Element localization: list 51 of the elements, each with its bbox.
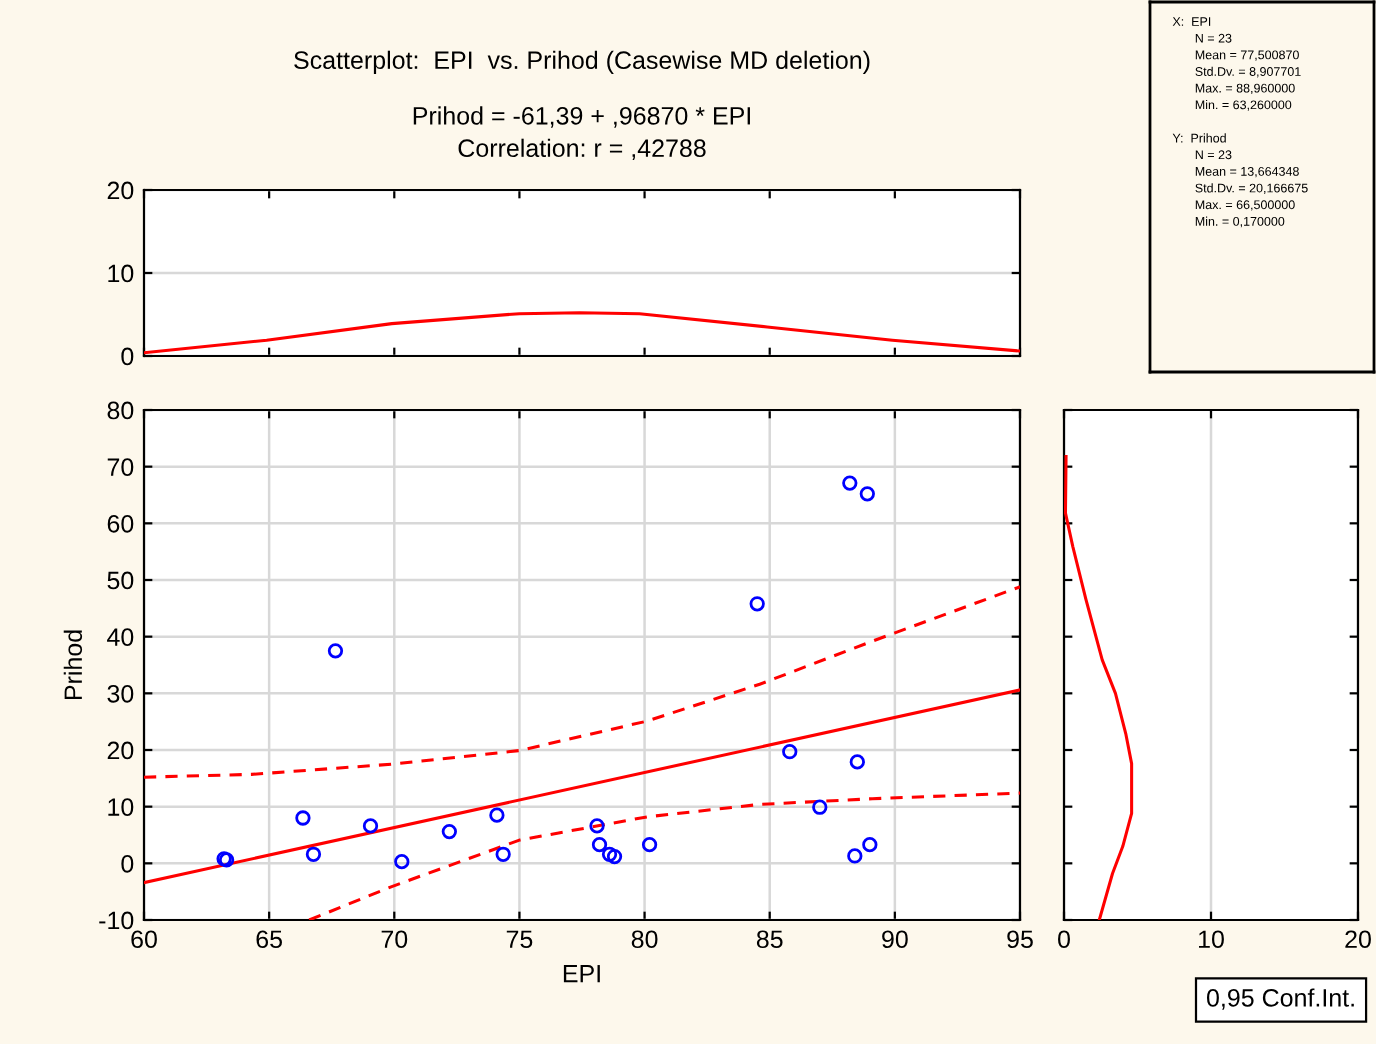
y-tick-label: 20 bbox=[107, 741, 134, 760]
y-tick-label: 60 bbox=[107, 514, 134, 533]
y-tick-label: -10 bbox=[99, 911, 134, 930]
point bbox=[842, 475, 858, 491]
point bbox=[394, 853, 410, 870]
point bbox=[859, 486, 875, 502]
x-tick-label: 75 bbox=[506, 930, 533, 949]
x-tick-label: 10 bbox=[1199, 930, 1224, 949]
x-tick-label: 0 bbox=[1058, 930, 1070, 949]
text: 0,95 Conf.Int. bbox=[1206, 988, 1354, 1010]
point bbox=[812, 799, 828, 815]
x-tick-label: 80 bbox=[631, 930, 658, 949]
line-series bbox=[144, 585, 1020, 779]
y-tick-label: 40 bbox=[107, 628, 134, 646]
point bbox=[589, 818, 605, 834]
point bbox=[327, 643, 344, 659]
y-tick-label: 10 bbox=[108, 798, 134, 816]
x-tick-label: 85 bbox=[756, 930, 783, 949]
x-axis-title: EPI bbox=[563, 965, 600, 983]
chart-title: Scatterplot: EPI vs. Prihod (Casewise MD deletion) bbox=[294, 50, 870, 74]
y-tick-label: 30 bbox=[107, 684, 134, 703]
point bbox=[362, 818, 379, 834]
x-tick-label: 90 bbox=[882, 930, 908, 949]
y-tick-label: 10 bbox=[108, 264, 134, 283]
x-tick-label: 20 bbox=[1345, 930, 1371, 949]
x-tick-label: 95 bbox=[1007, 930, 1033, 949]
point bbox=[601, 846, 618, 862]
point bbox=[847, 848, 863, 864]
point bbox=[441, 823, 457, 840]
point bbox=[606, 848, 623, 865]
point bbox=[295, 810, 311, 826]
chart-subtitle: Prihod = -61,39 + ,96870 * EPI Correlation: r = ,42788 bbox=[413, 106, 750, 161]
point bbox=[305, 846, 322, 862]
point bbox=[495, 846, 511, 862]
y-tick-label: 80 bbox=[107, 401, 134, 420]
point bbox=[782, 744, 798, 760]
point bbox=[489, 807, 505, 823]
point bbox=[641, 836, 658, 853]
point bbox=[849, 754, 865, 770]
y-tick-label: 0 bbox=[121, 347, 134, 366]
y-axis-title: Prihod bbox=[63, 630, 83, 700]
y-tick-label: 20 bbox=[107, 181, 134, 200]
point bbox=[749, 596, 765, 612]
point bbox=[862, 836, 878, 853]
y-tick-label: 0 bbox=[121, 854, 134, 873]
point bbox=[591, 836, 608, 853]
y-tick-label: 70 bbox=[107, 458, 134, 476]
y-tick-label: 50 bbox=[107, 571, 134, 590]
line-series bbox=[307, 791, 1020, 920]
x-tick-label: 65 bbox=[256, 930, 282, 949]
x-tick-label: 70 bbox=[381, 930, 408, 949]
